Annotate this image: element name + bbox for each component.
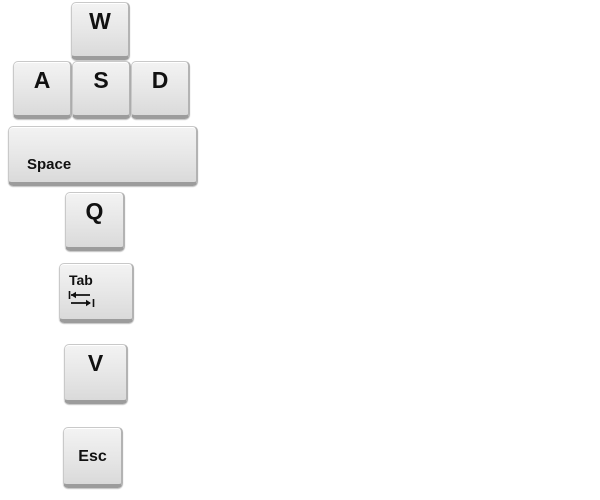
key-q: Q	[65, 192, 125, 251]
key-v: V	[64, 344, 128, 404]
tab-arrows-icon	[68, 291, 95, 307]
key-w-label: W	[89, 8, 111, 34]
key-tab: Tab	[59, 263, 134, 323]
key-tab-label: Tab	[69, 272, 93, 288]
key-w: W	[71, 2, 130, 60]
key-space: Space	[8, 126, 198, 186]
key-esc: Esc	[63, 427, 123, 488]
key-s: S	[72, 61, 131, 119]
key-d: D	[131, 61, 190, 119]
key-a: A	[13, 61, 72, 119]
key-s-label: S	[93, 67, 109, 93]
key-q-label: Q	[85, 198, 104, 224]
key-esc-label: Esc	[78, 448, 107, 465]
key-v-label: V	[87, 350, 104, 376]
key-space-label: Space	[27, 156, 72, 173]
key-a-label: A	[33, 67, 51, 93]
key-d-label: D	[151, 67, 169, 93]
